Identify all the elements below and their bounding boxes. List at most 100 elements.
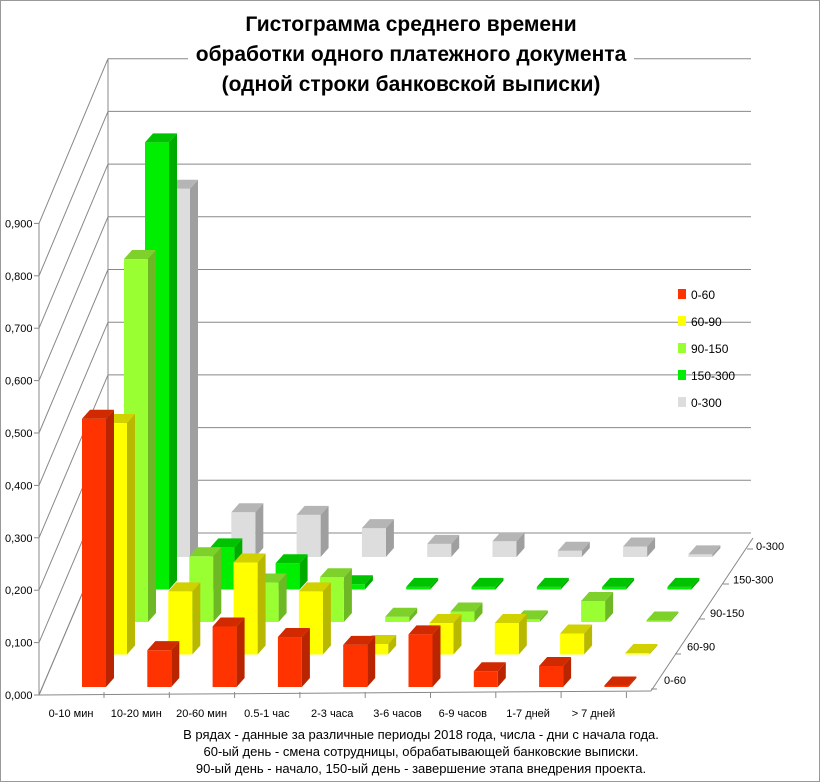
bar-side-face xyxy=(320,505,329,557)
bar-side-face xyxy=(560,577,569,590)
bar-top-face xyxy=(231,503,264,513)
bar-side-face xyxy=(430,577,439,590)
bar-90-150-6 xyxy=(515,619,540,622)
bar-side-face xyxy=(171,641,180,687)
bar-side-face xyxy=(516,532,525,557)
x-tick-label: 10-20 мин xyxy=(111,708,162,720)
y-tick-label: 0,100 xyxy=(5,638,33,650)
bar-side-face xyxy=(236,617,245,687)
bar-150-300-3 xyxy=(340,584,365,590)
bar-top-face xyxy=(168,582,201,592)
bar-side-face xyxy=(518,613,527,655)
bar-top-face xyxy=(82,409,114,419)
bar-0-60-6 xyxy=(473,671,498,687)
bar-side-face xyxy=(451,534,460,557)
bar-0-300-2 xyxy=(296,514,321,557)
left-wall-gridline xyxy=(38,216,109,381)
legend-swatch-60-90 xyxy=(678,316,686,326)
bar-60-90-8 xyxy=(625,653,650,655)
bar-side-face xyxy=(453,613,462,655)
bar-top-face xyxy=(667,577,700,587)
bar-side-face xyxy=(148,250,156,622)
y-tick-label: 0,800 xyxy=(5,271,33,283)
bar-side-face xyxy=(563,656,572,687)
left-wall-gridline xyxy=(38,111,109,276)
depth-axis-label: 60-90 xyxy=(687,642,715,654)
x-tick-label: 2-3 часа xyxy=(311,708,354,720)
bar-150-300-4 xyxy=(406,586,431,590)
bar-top-face xyxy=(408,625,441,635)
y-tick-label: 0,200 xyxy=(5,585,33,597)
bar-side-face xyxy=(712,545,721,557)
x-axis xyxy=(38,690,652,696)
y-tick-label: 0,400 xyxy=(5,480,33,492)
bar-side-face xyxy=(169,133,177,590)
left-wall-gridline xyxy=(38,269,109,434)
bar-0-300-6 xyxy=(557,550,582,557)
legend-label: 0-300 xyxy=(691,396,722,410)
bar-side-face xyxy=(367,635,376,687)
bar-top-face xyxy=(298,582,331,592)
bar-top-face xyxy=(212,617,245,627)
bar-0-60-7 xyxy=(539,665,564,687)
bar-top-face xyxy=(406,577,439,587)
bar-90-150-7 xyxy=(581,600,606,622)
bar-side-face xyxy=(388,634,397,655)
bar-top-face xyxy=(296,505,329,515)
bar-top-face xyxy=(604,676,637,686)
bar-side-face xyxy=(670,611,679,622)
bar-0-60-4 xyxy=(343,644,368,687)
y-tick-label: 0,300 xyxy=(5,533,33,545)
bar-top-face xyxy=(145,133,177,143)
bar-top-face xyxy=(492,532,525,542)
bar-side-face xyxy=(605,591,614,622)
bar-0-300-7 xyxy=(623,546,648,557)
bar-side-face xyxy=(127,414,135,655)
bar-side-face xyxy=(691,577,700,590)
bar-side-face xyxy=(257,553,266,655)
bar-top-face xyxy=(429,613,462,623)
depth-axis-label: 0-300 xyxy=(756,541,784,553)
bar-top-face xyxy=(471,577,504,587)
legend-swatch-0-60 xyxy=(678,289,686,299)
y-tick-label: 0,000 xyxy=(5,690,33,702)
bar-top-face xyxy=(450,602,483,612)
bar-top-face xyxy=(473,662,506,672)
bar-top-face xyxy=(189,547,222,557)
bar-side-face xyxy=(539,610,548,622)
bar-side-face xyxy=(385,519,394,557)
legend-swatch-90-150 xyxy=(678,343,686,353)
bar-top-face xyxy=(233,553,266,563)
chart-title-line-1: Гистограмма среднего времени xyxy=(1,13,819,37)
bar-top-face xyxy=(385,607,418,617)
y-tick-label: 0,500 xyxy=(5,428,33,440)
legend-swatch-150-300 xyxy=(678,370,686,380)
chart-note-2: 60-ый день - смена сотрудницы, обрабатыв… xyxy=(203,744,639,759)
bar-side-face xyxy=(299,554,308,590)
bar-top-face xyxy=(277,628,310,638)
chart-note-1: В рядах - данные за различные периоды 20… xyxy=(183,727,659,742)
bar-side-face xyxy=(495,577,504,590)
bar-0-300-8 xyxy=(688,554,713,557)
bar-top-face xyxy=(427,534,460,544)
bar-0-60-0 xyxy=(82,418,106,687)
bar-side-face xyxy=(364,575,373,590)
bar-top-face xyxy=(560,624,593,634)
bar-side-face xyxy=(649,644,658,655)
bar-top-face xyxy=(275,554,308,564)
bar-top-face xyxy=(602,577,635,587)
bar-0-60-5 xyxy=(408,634,433,687)
bar-side-face xyxy=(278,573,287,622)
legend-label: 0-60 xyxy=(691,288,715,302)
bar-top-face xyxy=(536,577,569,587)
bar-side-face xyxy=(647,537,656,557)
bar-top-face xyxy=(210,538,243,548)
bar-150-300-7 xyxy=(602,586,627,590)
left-wall-gridline xyxy=(38,374,109,538)
bar-side-face xyxy=(322,582,331,655)
x-tick-label: 0.5-1 час xyxy=(244,708,290,720)
bar-side-face xyxy=(255,503,264,557)
bar-side-face xyxy=(301,628,310,687)
bar-150-300-6 xyxy=(536,586,561,590)
